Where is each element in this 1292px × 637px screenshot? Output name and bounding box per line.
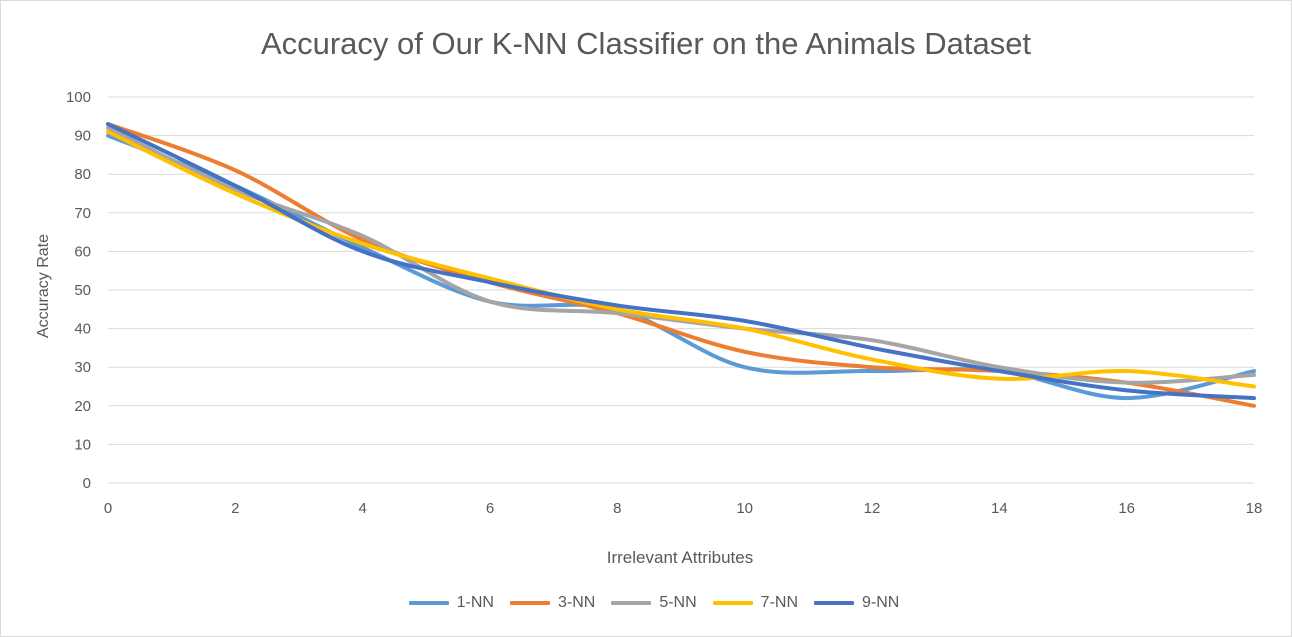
x-tick-label: 4: [358, 500, 366, 517]
series-line-1-nn: [106, 133, 1256, 401]
x-tick-label: 14: [991, 500, 1008, 517]
series-line-7-nn: [106, 129, 1256, 389]
legend-swatch: [712, 601, 753, 605]
legend-item-7-nn: 7-NN: [712, 594, 799, 612]
legend-swatch: [814, 601, 855, 605]
y-tick-label: 100: [66, 89, 91, 106]
y-tick-label: 0: [83, 475, 91, 492]
legend-label: 3-NN: [557, 594, 596, 611]
legend-item-3-nn: 3-NN: [509, 594, 596, 612]
legend-label: 7-NN: [760, 594, 799, 611]
legend-label: 1-NN: [456, 594, 494, 611]
legend-swatch: [509, 601, 550, 605]
legend-swatch: [408, 601, 449, 605]
x-tick-label: 12: [864, 500, 881, 517]
y-tick-label: 60: [74, 243, 91, 260]
legend-label: 9-NN: [862, 594, 900, 611]
y-tick-label: 70: [74, 205, 91, 222]
series-line-9-nn: [106, 122, 1256, 401]
y-tick-label: 50: [74, 282, 91, 299]
chart-legend: 1-NN 3-NN 5-NN 7-NN 9-NN: [0, 594, 1292, 612]
x-axis-label: Irrelevant Attributes: [606, 548, 754, 567]
legend-item-5-nn: 5-NN: [611, 594, 697, 612]
x-tick-label: 6: [486, 500, 494, 517]
series-line-3-nn: [106, 122, 1256, 408]
x-tick-label: 18: [1246, 500, 1263, 517]
y-tick-label: 30: [74, 359, 91, 376]
x-tick-label: 0: [104, 500, 112, 517]
x-tick-label: 2: [231, 500, 239, 517]
x-tick-label: 16: [1118, 500, 1135, 517]
legend-swatch: [611, 601, 652, 605]
x-tick-label: 8: [613, 500, 621, 517]
legend-item-1-nn: 1-NN: [408, 594, 494, 612]
series-line-5-nn: [106, 125, 1256, 385]
y-tick-label: 40: [74, 321, 91, 338]
y-tick-label: 10: [74, 436, 91, 453]
x-tick-label: 10: [736, 500, 753, 517]
y-tick-label: 90: [74, 128, 91, 145]
chart-title: Accuracy of Our K-NN Classifier on the A…: [260, 26, 1032, 61]
legend-item-9-nn: 9-NN: [814, 594, 899, 612]
legend-label: 5-NN: [659, 594, 697, 611]
y-tick-label: 80: [74, 166, 91, 183]
y-tick-label: 20: [74, 398, 91, 415]
